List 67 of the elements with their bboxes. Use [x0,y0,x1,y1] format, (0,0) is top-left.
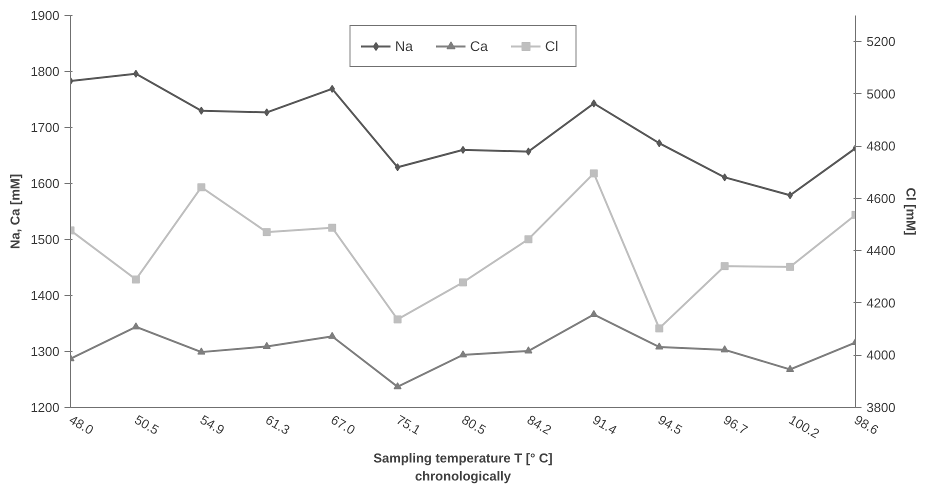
point [133,70,139,78]
y-tick-label: 1500 [30,232,60,247]
y2-axis-title: Cl [mM] [903,188,918,236]
point [590,169,598,178]
point [655,324,664,332]
point [197,348,206,355]
y2-tick-label: 5200 [866,34,896,50]
y2-tick-label: 4200 [866,295,896,310]
point [460,146,466,154]
point [786,364,794,372]
point [262,228,271,236]
x-tick-label: 91.4 [590,412,620,438]
x-tick-label: 48.0 [66,412,96,438]
point [524,346,532,354]
point [394,382,402,390]
point [264,108,270,116]
y-axis-title: Na, Ca [mM] [8,174,23,250]
y2-tick-label: 5000 [866,86,896,102]
y-tick-label: 1400 [30,288,60,303]
y-tick-label: 1700 [30,120,60,135]
legend-label: Ca [470,38,489,54]
y2-tick-label: 4000 [866,348,896,363]
point [459,278,467,286]
point [720,262,729,270]
point [526,148,532,156]
legend-label: Cl [545,38,560,54]
x-tick-label: 84.2 [524,412,554,438]
y2-tick-label: 3800 [866,400,896,415]
y2-tick-label: 4800 [866,138,896,154]
point [394,315,402,324]
y-tick-label: 1800 [30,64,60,79]
y2-tick-label: 4600 [866,190,896,206]
point [524,235,532,244]
point [787,191,793,200]
legend-label: Na [395,38,414,54]
y-tick-label: 1900 [30,8,60,23]
x-tick-label: 50.5 [132,412,162,438]
point [198,106,204,115]
y-tick-label: 1200 [30,400,60,415]
x-tick-label: 98.6 [852,412,882,438]
x-tick-label: 96.7 [720,412,750,438]
point [591,99,597,108]
point [132,275,140,284]
y2-tick-label: 4400 [866,243,896,258]
y-tick-label: 1300 [30,344,60,359]
point [262,342,271,349]
x-tick-label: 61.3 [263,412,292,438]
point [655,342,664,350]
point [720,345,729,352]
point [394,163,400,172]
x-tick-label: 80.5 [459,412,489,438]
point [459,350,467,358]
point [329,84,335,93]
x-tick-label: 67.0 [328,412,358,438]
point [590,310,598,318]
point [656,139,662,148]
x-tick-label: 54.9 [198,412,228,438]
x-tick-label: 94.5 [656,412,685,438]
point [132,322,140,330]
x-tick-label: 75.1 [394,412,424,438]
point [197,183,206,192]
point [722,173,728,182]
point [786,262,794,271]
x-axis-title: Sampling temperature T [° C] chronologically [373,450,553,484]
y-tick-label: 1600 [30,176,60,191]
point [328,224,336,232]
point [328,332,336,339]
